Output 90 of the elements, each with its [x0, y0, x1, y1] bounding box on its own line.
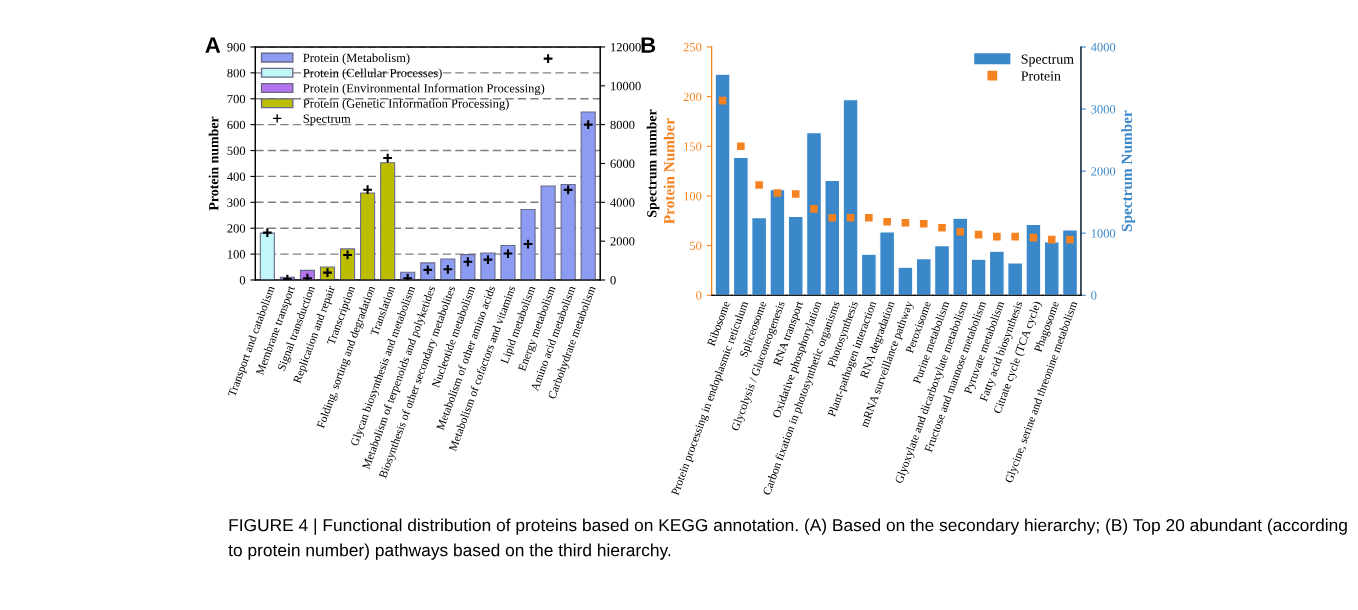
bar — [952, 217, 969, 296]
bar — [806, 132, 822, 296]
bar — [339, 248, 356, 280]
point — [791, 190, 800, 198]
bar — [824, 179, 841, 296]
point — [810, 205, 818, 213]
legend-label: Protein (Cellular Processes) — [303, 68, 442, 80]
bar — [787, 215, 804, 296]
point — [1011, 232, 1019, 241]
y-tick-label: 250 — [683, 42, 702, 52]
bar — [751, 217, 768, 296]
bar — [732, 156, 749, 296]
point — [773, 189, 782, 197]
y2-tick-label: 8000 — [610, 120, 635, 130]
bar — [934, 245, 950, 296]
y-tick-label: 900 — [227, 42, 246, 52]
legend-label: Spectrum — [303, 114, 351, 126]
bar — [988, 250, 1005, 296]
y2-tick-label: 10000 — [611, 81, 641, 91]
point — [737, 142, 745, 151]
bar — [897, 266, 914, 296]
legend-label: Protein — [1021, 71, 1061, 81]
bar — [714, 73, 731, 296]
y2-axis-title: Spectrum number — [646, 109, 660, 217]
y2-tick-label: 0 — [1091, 291, 1097, 300]
point — [938, 223, 946, 232]
point — [846, 213, 855, 222]
point — [919, 219, 928, 228]
y-tick-label: 700 — [227, 94, 246, 104]
bar — [915, 258, 932, 296]
point — [828, 213, 837, 222]
y-tick-label: 0 — [239, 276, 246, 285]
y2-tick-label: 0 — [610, 276, 616, 285]
y-tick-label: 200 — [683, 92, 702, 102]
y-tick-label: 150 — [684, 142, 702, 151]
bar — [769, 189, 786, 296]
caption: FIGURE 4 | Functional distribution of proteins based on KEGG annotation. (A) Based on the secondary hierarchy; (B) Top 20 abundant (according to protein number) pathways based on the third hierarchy. — [228, 518, 1347, 560]
y2-tick-label: 1000 — [1091, 229, 1116, 238]
bar — [360, 192, 376, 280]
bar — [1025, 223, 1042, 296]
y2-tick-label: 2000 — [610, 237, 635, 246]
y2-axis-title: Spectrum Number — [1121, 110, 1136, 232]
bar — [560, 183, 576, 280]
y2-tick-label: 3000 — [1091, 105, 1116, 114]
y-tick-label: 100 — [227, 250, 246, 259]
point — [865, 213, 873, 222]
point — [883, 217, 891, 226]
bar — [460, 254, 476, 280]
y-tick-label: 100 — [684, 191, 702, 201]
y-tick-label: 300 — [227, 198, 246, 207]
y2-tick-label: 6000 — [610, 159, 635, 168]
y-tick-label: 600 — [227, 120, 246, 130]
y-tick-label: 0 — [696, 291, 702, 300]
point — [993, 232, 1001, 241]
bar — [860, 253, 877, 296]
y-tick-label: 200 — [227, 224, 246, 233]
y2-tick-label: 12000 — [611, 42, 641, 52]
bar — [580, 111, 596, 280]
bar — [1062, 229, 1078, 296]
y-tick-label: 400 — [227, 172, 246, 181]
bar — [259, 232, 275, 280]
y-tick-label: 800 — [227, 68, 246, 78]
bar — [480, 252, 496, 280]
bar — [879, 231, 896, 296]
bar — [540, 185, 556, 280]
bar — [380, 162, 396, 280]
bar — [1007, 262, 1024, 296]
chart-title: B — [641, 37, 656, 53]
legend-label: Protein (Environmental Information Processing) — [303, 83, 545, 96]
y-axis-title: Protein number — [208, 116, 219, 211]
point — [901, 218, 910, 227]
legend-label: Protein (Metabolism) — [303, 53, 410, 65]
bar — [500, 244, 516, 280]
y-axis-title: Protein Number — [663, 118, 675, 224]
legend-label: Protein (Genetic Information Processing) — [303, 98, 509, 111]
y-tick-label: 500 — [227, 146, 246, 155]
bar — [842, 99, 859, 296]
legend-label: Spectrum — [1021, 54, 1074, 67]
y-tick-label: 50 — [690, 241, 702, 251]
point — [755, 181, 763, 189]
point — [1066, 235, 1074, 244]
point — [1047, 235, 1056, 244]
bar — [1043, 241, 1060, 296]
chart-title: A — [205, 37, 221, 53]
bar — [520, 209, 536, 280]
point — [956, 227, 965, 236]
y2-tick-label: 4000 — [610, 198, 635, 207]
y2-tick-label: 4000 — [1090, 42, 1116, 52]
y2-tick-label: 2000 — [1091, 167, 1116, 176]
bar — [970, 258, 987, 296]
